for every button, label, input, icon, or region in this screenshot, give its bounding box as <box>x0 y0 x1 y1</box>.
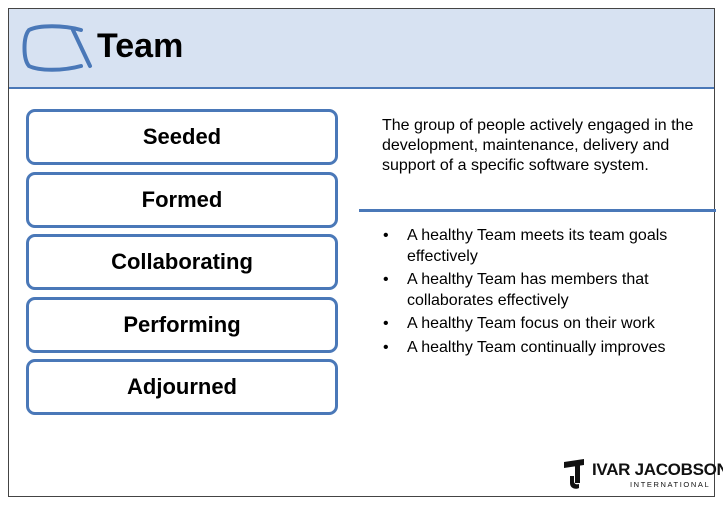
section-divider <box>359 209 716 212</box>
bullet-text: A healthy Team focus on their work <box>407 315 655 332</box>
bullet-icon: • <box>383 338 389 356</box>
health-bullet-list: • A healthy Team meets its team goals ef… <box>381 226 701 361</box>
logo-name: IVAR JACOBSON <box>592 460 723 479</box>
slide: Team Seeded Formed Collaborating Perform… <box>8 8 723 497</box>
list-item: • A healthy Team focus on their work <box>381 314 701 335</box>
slide-header: Team <box>9 9 714 89</box>
state-performing: Performing <box>26 296 338 353</box>
logo-subtitle: INTERNATIONAL <box>630 480 711 489</box>
company-logo: IVAR JACOBSON INTERNATIONAL <box>562 459 723 493</box>
list-item: • A healthy Team has members that collab… <box>381 270 701 311</box>
bullet-icon: • <box>383 315 389 332</box>
bullet-icon: • <box>383 227 389 244</box>
state-adjourned: Adjourned <box>26 359 338 415</box>
state-collaborating: Collaborating <box>26 234 338 290</box>
bullet-text: A healthy Team has members that collabor… <box>407 271 649 309</box>
alpha-icon <box>22 24 92 72</box>
state-formed: Formed <box>26 171 338 228</box>
ivar-jacobson-logo-icon <box>564 459 584 489</box>
list-item: • A healthy Team meets its team goals ef… <box>381 226 701 267</box>
bullet-text: A healthy Team continually improves <box>407 338 666 356</box>
bullet-text: A healthy Team meets its team goals effe… <box>407 227 668 265</box>
state-list: Seeded Formed Collaborating Performing A… <box>26 109 338 422</box>
state-seeded: Seeded <box>26 109 338 165</box>
page-title: Team <box>97 27 184 65</box>
bullet-icon: • <box>383 271 389 288</box>
list-item: • A healthy Team continually improves <box>381 338 701 359</box>
team-description: The group of people actively engaged in … <box>382 117 694 174</box>
